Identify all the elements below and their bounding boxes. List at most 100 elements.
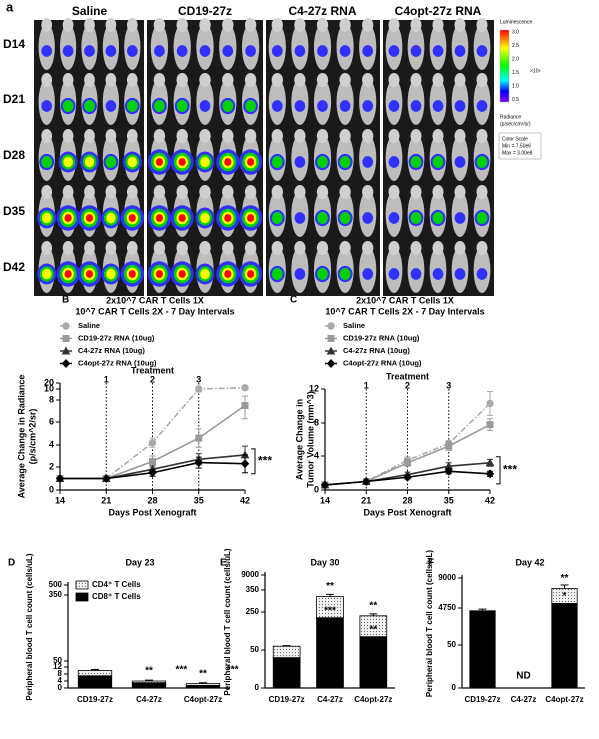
column-header: CD19-27z xyxy=(178,4,232,18)
legend-label: C4-27z RNA (10ug) xyxy=(78,346,145,355)
marker xyxy=(241,402,249,409)
signal xyxy=(41,100,53,112)
mouse-head xyxy=(339,73,351,87)
signal xyxy=(247,214,255,222)
color-scale-text: Min = 7.50e6 xyxy=(502,143,531,149)
y-tick-label: 8 xyxy=(49,394,54,404)
row-label: D42 xyxy=(3,260,25,274)
signal xyxy=(155,158,163,166)
annotation: ** xyxy=(561,573,569,584)
marker xyxy=(61,358,71,369)
mouse-head xyxy=(244,241,257,255)
mouse-head xyxy=(454,241,466,255)
treatment-dose: 3 xyxy=(446,380,451,390)
mouse-head xyxy=(222,73,234,87)
signal xyxy=(388,156,400,168)
error-bar xyxy=(199,682,207,684)
mouse-head xyxy=(339,18,351,32)
y-axis-label: Peripheral blood T cell count (cells/uL) xyxy=(425,550,434,697)
chart-title: Day 30 xyxy=(310,557,339,567)
signal xyxy=(176,100,188,112)
mouse-head xyxy=(176,241,188,255)
y-axis-label: Tumor Volume (mm^3) xyxy=(305,391,315,487)
annotation: *** xyxy=(176,665,188,676)
mouse-head xyxy=(199,185,211,199)
signal xyxy=(85,214,94,222)
chart-title: 10^7 CAR T Cells 2X - 7 Day Intervals xyxy=(75,306,234,316)
mouse-head xyxy=(432,73,444,87)
mouse-head xyxy=(199,18,211,32)
y-axis-label: Average Change in Radiance xyxy=(16,375,26,499)
marker xyxy=(55,473,65,484)
mouse-head xyxy=(362,18,374,32)
marker xyxy=(444,466,453,476)
y-tick-label: 0 xyxy=(49,484,54,494)
mouse-head xyxy=(222,241,234,255)
signal xyxy=(339,268,351,280)
mouse-head xyxy=(222,185,234,199)
x-tick-label: 35 xyxy=(194,495,204,505)
mouse-head xyxy=(105,73,117,87)
signal xyxy=(245,100,257,112)
colorbar-units: (p/sec/cm²/sr) xyxy=(500,121,531,127)
y-tick-label: 9000 xyxy=(241,570,259,579)
signal xyxy=(476,268,488,280)
mouse-head xyxy=(432,241,444,255)
x-tick-label: 28 xyxy=(402,495,412,505)
marker xyxy=(194,458,203,468)
x-tick-label: C4-27z xyxy=(136,695,162,704)
signal xyxy=(476,100,488,112)
signal xyxy=(128,214,136,222)
mouse-head xyxy=(176,129,188,143)
signal xyxy=(127,156,138,168)
column-header: C4-27z RNA xyxy=(288,4,356,18)
mouse-head xyxy=(271,241,283,255)
y-axis-label: Average Change in xyxy=(294,399,304,480)
mouse-head xyxy=(432,185,444,199)
signal xyxy=(271,268,283,280)
color-scale-box xyxy=(498,132,542,160)
mouse-head xyxy=(62,129,74,143)
mouse-head xyxy=(62,241,74,255)
signal xyxy=(63,156,73,168)
annotation: *** xyxy=(258,453,272,467)
signal xyxy=(362,268,374,280)
bar-segment xyxy=(131,680,167,684)
mouse-head xyxy=(222,18,234,32)
annotation: ** xyxy=(199,668,207,679)
mouse-head xyxy=(176,73,188,87)
signal xyxy=(224,270,232,278)
x-tick-label: C4opt-27z xyxy=(354,695,392,704)
colorbar-tick: 2.5 xyxy=(512,43,519,49)
treatment-dose: 1 xyxy=(364,380,369,390)
panel-label: D xyxy=(8,558,15,569)
mouse-head xyxy=(126,241,138,255)
x-tick-label: C4opt-27z xyxy=(545,695,583,704)
y-tick-label: 9000 xyxy=(438,573,456,582)
mouse-head xyxy=(316,73,329,87)
signal xyxy=(200,212,210,224)
colorbar-exponent: ×10⁸ xyxy=(530,68,541,74)
mouse-head xyxy=(316,241,329,255)
marker xyxy=(327,322,335,330)
marker xyxy=(327,335,335,342)
y-tick-label: 500 xyxy=(49,580,63,589)
y-tick-label: 50 xyxy=(53,656,62,665)
mouse-head xyxy=(153,185,166,199)
signal xyxy=(294,156,306,168)
mouse-head xyxy=(316,18,329,32)
panel-label: C xyxy=(290,295,297,306)
mouse-head xyxy=(362,129,374,143)
error-bar xyxy=(145,679,153,681)
chart-title: Day 23 xyxy=(125,557,154,567)
signal xyxy=(362,45,374,57)
bar-segment xyxy=(185,683,221,686)
marker xyxy=(445,442,453,450)
signal xyxy=(317,156,328,168)
signal xyxy=(339,156,351,168)
error-bar xyxy=(91,668,99,671)
row-label: D14 xyxy=(3,37,25,51)
mouse-head xyxy=(316,129,329,143)
error-bar xyxy=(369,613,378,616)
treatment-label: Treatment xyxy=(131,365,174,375)
